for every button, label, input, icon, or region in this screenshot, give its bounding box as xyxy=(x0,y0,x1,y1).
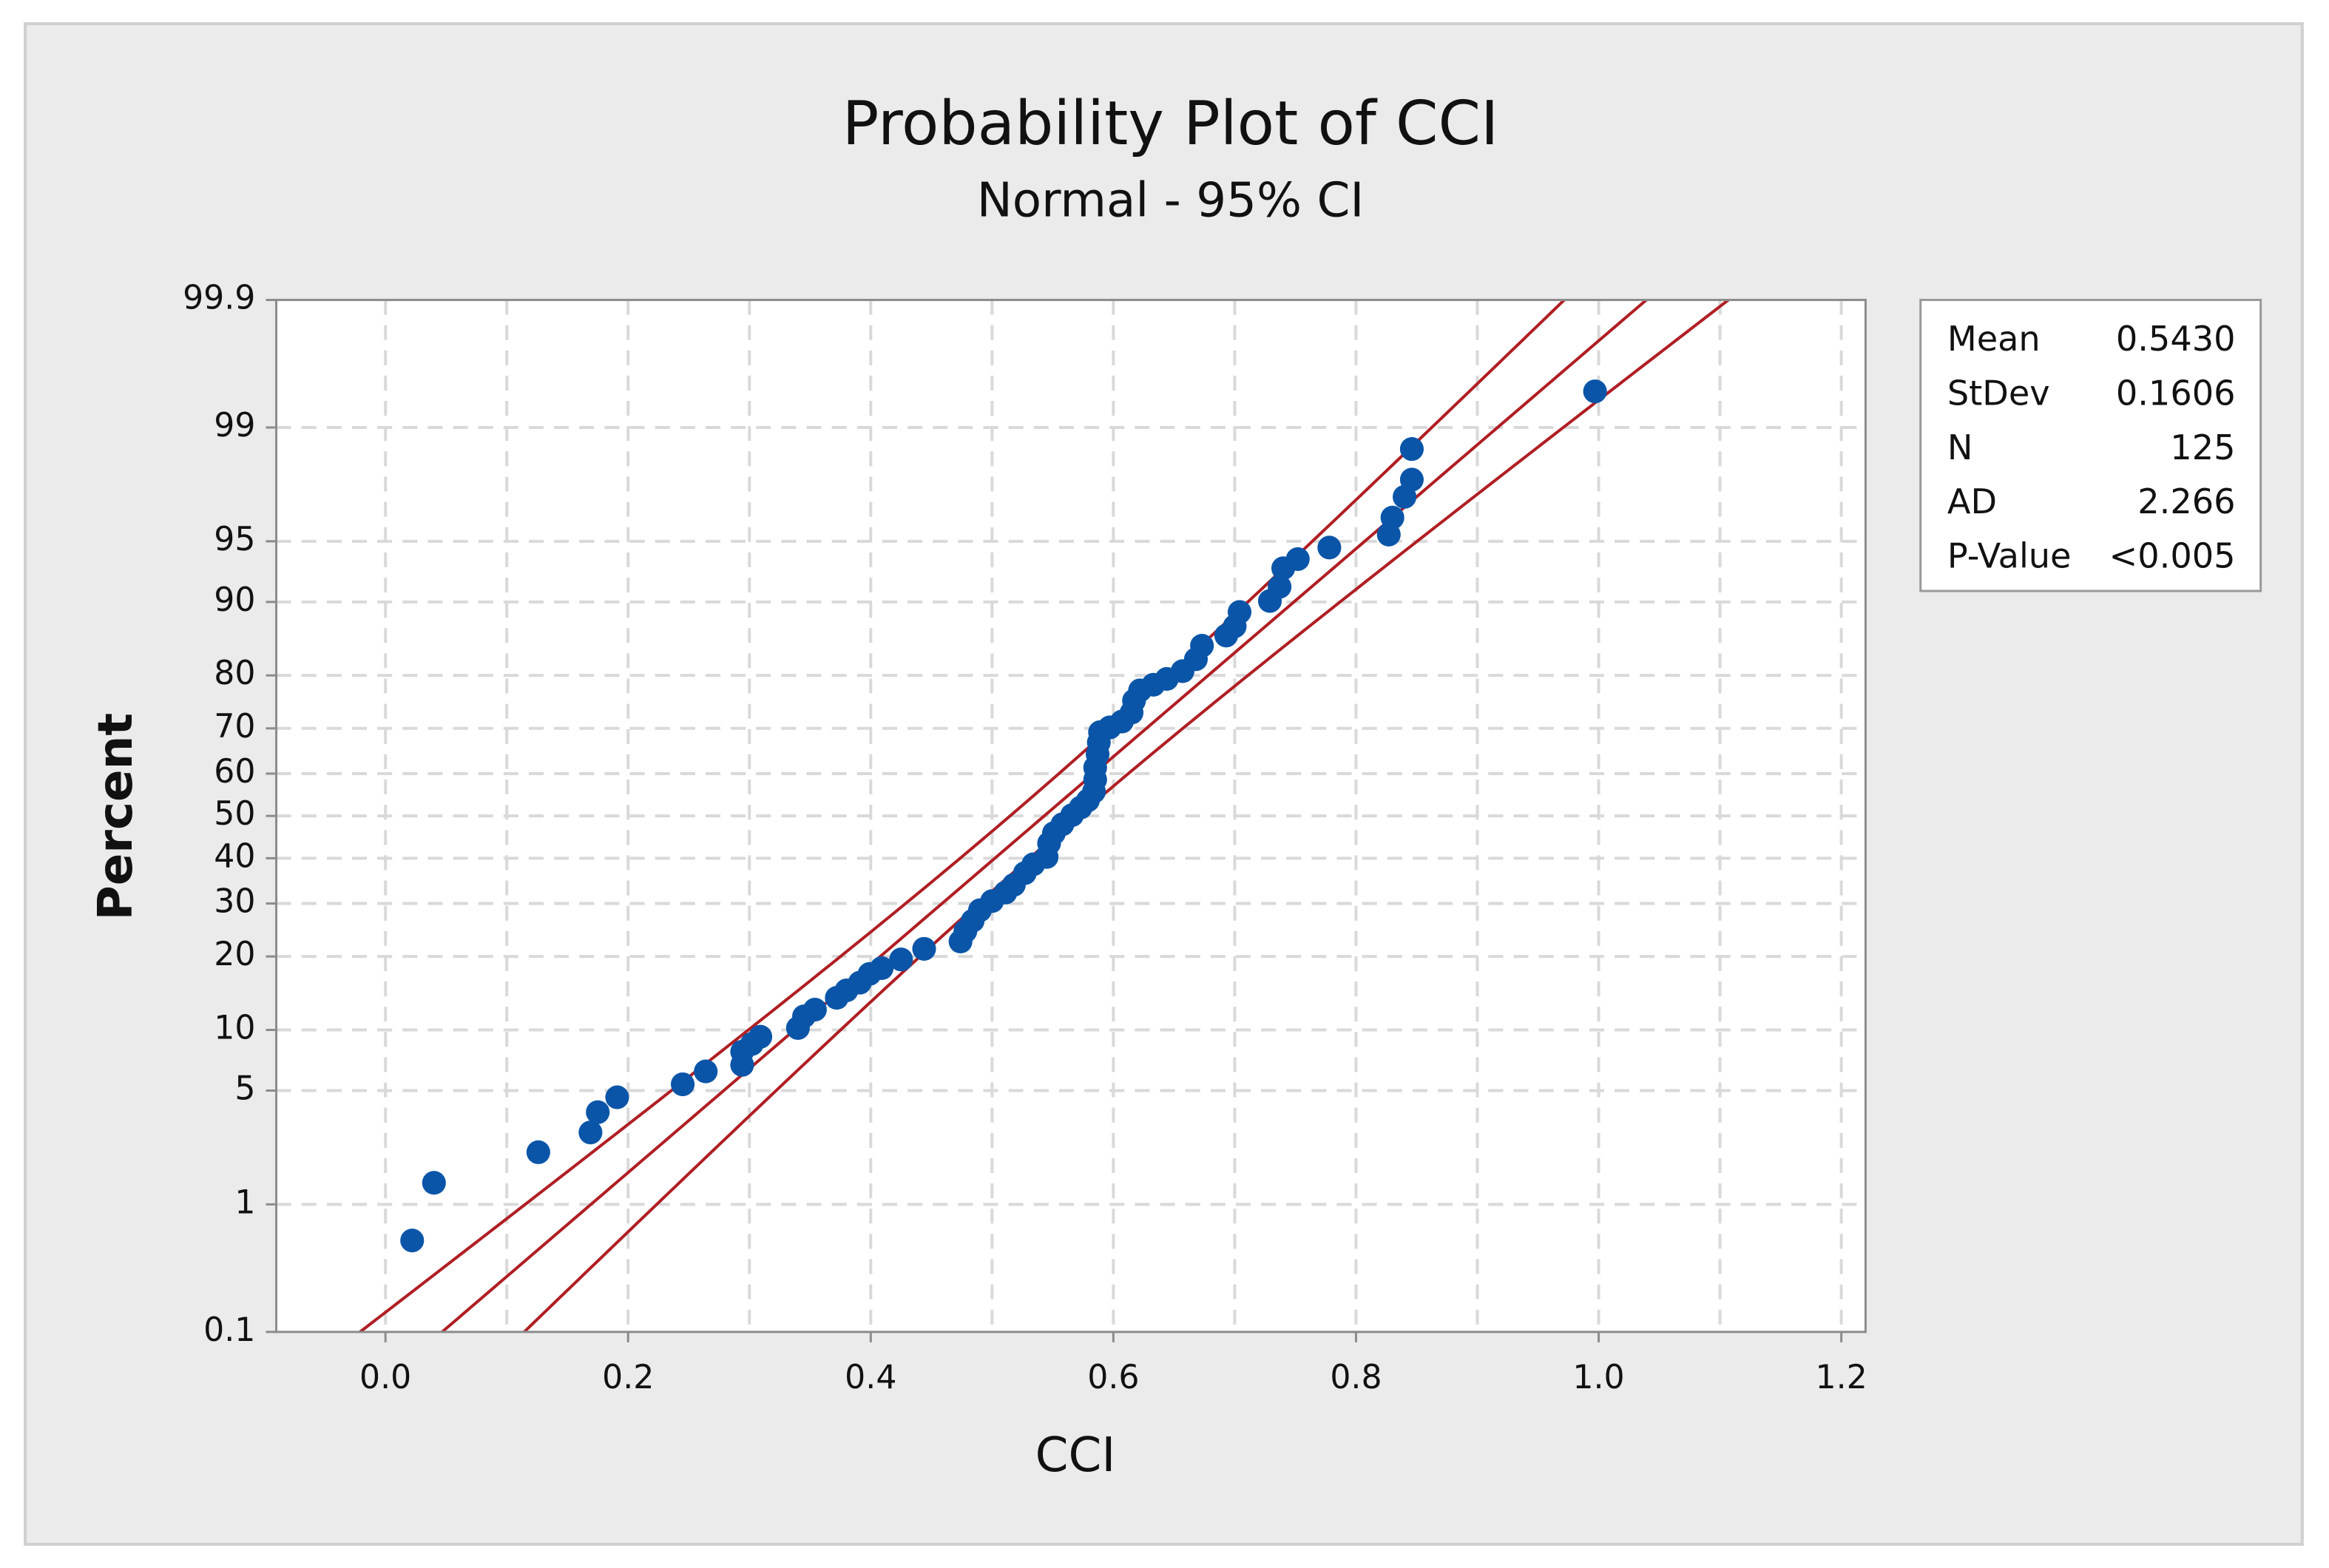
x-tick-label: 1.0 xyxy=(1572,1359,1624,1396)
data-point xyxy=(870,956,894,981)
points xyxy=(400,379,1607,1253)
data-point xyxy=(889,947,913,972)
stat-value: 125 xyxy=(2170,428,2235,467)
stat-value: 0.1606 xyxy=(2116,374,2236,413)
data-point xyxy=(526,1140,550,1164)
data-point xyxy=(605,1085,629,1109)
y-tick-label: 99.9 xyxy=(183,280,255,317)
stat-label: AD xyxy=(1947,481,1997,521)
data-point xyxy=(1285,547,1310,571)
stat-value: <0.005 xyxy=(2109,535,2236,575)
y-tick-label: 1 xyxy=(234,1183,255,1221)
y-tick-label: 80 xyxy=(214,655,255,692)
x-tick-label: 0.8 xyxy=(1330,1359,1382,1396)
chart-subtitle: Normal - 95% CI xyxy=(977,173,1365,229)
data-point xyxy=(1190,633,1214,658)
stat-value: 2.266 xyxy=(2137,481,2235,521)
data-point xyxy=(578,1121,603,1145)
data-point xyxy=(400,1229,425,1253)
y-tick-label: 50 xyxy=(214,795,255,833)
data-point xyxy=(748,1024,773,1049)
grid xyxy=(276,300,1866,1332)
stat-label: P-Value xyxy=(1947,535,2072,575)
y-tick-label: 10 xyxy=(214,1009,255,1047)
y-axis-label: Percent xyxy=(88,713,143,920)
stat-label: StDev xyxy=(1947,374,2050,413)
data-point xyxy=(1317,535,1342,560)
y-tick-label: 90 xyxy=(214,581,255,619)
y-tick-label: 0.1 xyxy=(203,1311,255,1349)
data-point xyxy=(694,1059,718,1084)
y-tick-label: 30 xyxy=(214,883,255,921)
data-point xyxy=(586,1100,610,1124)
ci-upper-band xyxy=(357,300,1566,1332)
fit-line xyxy=(439,300,1649,1332)
y-tick-label: 20 xyxy=(214,936,255,973)
data-point xyxy=(912,936,936,961)
y-tick-label: 40 xyxy=(214,837,255,875)
x-axis-label: CCI xyxy=(1035,1427,1116,1483)
data-point xyxy=(1583,379,1607,404)
data-point xyxy=(1399,467,1424,492)
x-tick-label: 0.6 xyxy=(1087,1359,1139,1396)
y-tick-label: 70 xyxy=(214,708,255,746)
stats-box xyxy=(1919,299,2262,592)
data-point xyxy=(802,998,827,1022)
data-point xyxy=(1399,437,1424,462)
y-tick-label: 99 xyxy=(214,407,255,445)
data-point xyxy=(1268,575,1292,599)
x-tick-label: 1.2 xyxy=(1815,1359,1867,1396)
stat-label: Mean xyxy=(1947,319,2041,359)
data-point xyxy=(1227,600,1252,624)
stat-label: N xyxy=(1947,428,1973,467)
data-point xyxy=(1380,505,1405,530)
ticks: 0.1 1 5 10 20 30 40 50 60 70 80 90 95 99 99.9 0.0 0.2 0.4… xyxy=(183,280,1867,1397)
data-point xyxy=(422,1171,446,1195)
x-tick-label: 0.2 xyxy=(602,1359,654,1396)
x-tick-label: 0.0 xyxy=(359,1359,411,1396)
stat-value: 0.5430 xyxy=(2116,319,2236,359)
data-point xyxy=(670,1072,695,1097)
x-tick-label: 0.4 xyxy=(845,1359,896,1396)
y-tick-label: 60 xyxy=(214,753,255,791)
y-tick-label: 95 xyxy=(214,521,255,558)
y-tick-label: 5 xyxy=(234,1070,255,1108)
chart-title: Probability Plot of CCI xyxy=(842,89,1498,159)
